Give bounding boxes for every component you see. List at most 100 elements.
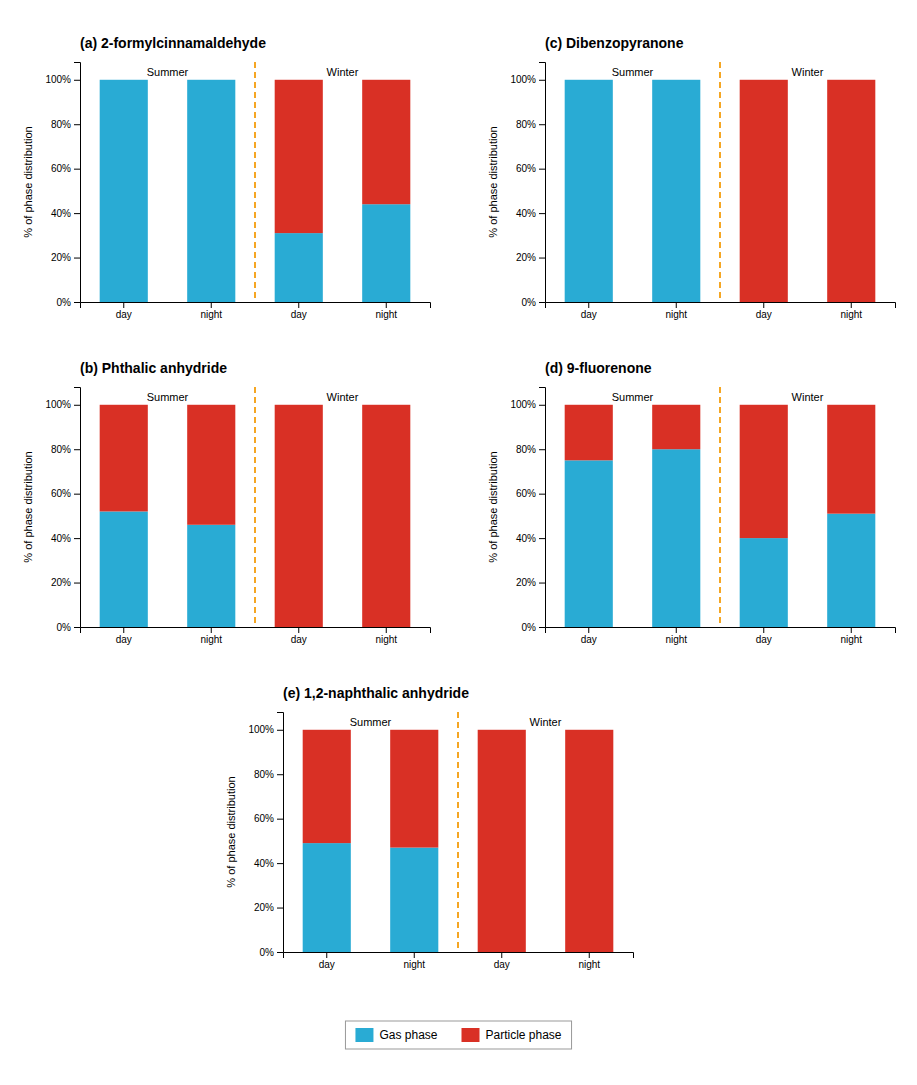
tick-label: night	[375, 634, 397, 645]
annotation: Summer	[612, 66, 654, 78]
panel: SummerWinterdaynightdaynight0%20%40%60%8…	[22, 360, 431, 645]
tick-label: day	[291, 634, 307, 645]
tick-mark	[539, 538, 545, 539]
tick-mark	[74, 258, 80, 259]
tick-mark	[539, 449, 545, 450]
tick-label: 80%	[516, 444, 536, 455]
tick-label: day	[581, 309, 597, 320]
tick-label: 60%	[51, 163, 71, 174]
tick-mark	[74, 405, 80, 406]
annotation: Winter	[792, 66, 824, 78]
tick: day	[116, 302, 132, 320]
tick: night	[200, 627, 222, 645]
tick: night	[375, 302, 397, 320]
bar	[275, 405, 323, 627]
bar	[827, 80, 875, 302]
tick-label: night	[403, 959, 425, 970]
bar	[652, 405, 700, 449]
tick-mark	[539, 494, 545, 495]
tick-label: 100%	[510, 74, 536, 85]
panel: SummerWinterdaynightdaynight0%20%40%60%8…	[487, 35, 896, 320]
tick: 100%	[248, 724, 283, 735]
series	[100, 511, 236, 627]
tick-mark	[298, 627, 299, 633]
y-axis: 0%20%40%60%80%100%	[45, 388, 80, 633]
tick-mark	[539, 80, 545, 81]
tick-label: night	[840, 634, 862, 645]
tick-label: 40%	[51, 208, 71, 219]
bar	[187, 80, 235, 302]
series	[740, 80, 876, 302]
bar	[187, 405, 235, 525]
title: (e) 1,2-naphthalic anhydride	[283, 685, 469, 701]
x-axis: daynightdaynight	[546, 302, 896, 320]
axis-line	[284, 953, 634, 959]
bar	[478, 730, 526, 952]
tick-mark	[74, 627, 80, 628]
tick: day	[581, 302, 597, 320]
axis-line	[277, 713, 284, 953]
tick: 20%	[516, 252, 545, 263]
tick: 80%	[51, 119, 80, 130]
tick: day	[494, 952, 510, 970]
tick-mark	[74, 80, 80, 81]
tick-label: day	[756, 634, 772, 645]
bar	[740, 538, 788, 627]
annotation: Winter	[327, 66, 359, 78]
bar	[100, 405, 148, 512]
tick: 100%	[45, 399, 80, 410]
tick: 40%	[51, 208, 80, 219]
tick-mark	[298, 302, 299, 308]
tick-mark	[676, 302, 677, 308]
y-axis: 0%20%40%60%80%100%	[510, 388, 545, 633]
tick-label: 80%	[51, 119, 71, 130]
tick-label: 60%	[254, 813, 274, 824]
tick-label: 40%	[516, 533, 536, 544]
tick-mark	[74, 302, 80, 303]
tick-mark	[386, 627, 387, 633]
tick-mark	[211, 627, 212, 633]
tick: 60%	[254, 813, 283, 824]
axis-line	[546, 303, 896, 309]
tick: 60%	[516, 163, 545, 174]
separator	[457, 712, 459, 952]
bar	[275, 233, 323, 302]
tick-label: 0%	[57, 297, 72, 308]
tick-label: day	[756, 309, 772, 320]
tick-mark	[539, 627, 545, 628]
tick: 100%	[510, 399, 545, 410]
tick-mark	[277, 952, 283, 953]
tick-label: night	[665, 634, 687, 645]
tick-mark	[539, 258, 545, 259]
bar	[303, 843, 351, 952]
series	[275, 80, 411, 233]
tick-mark	[539, 124, 545, 125]
panel: SummerWinterdaynightdaynight0%20%40%60%8…	[225, 685, 634, 970]
tick-label: 40%	[254, 858, 274, 869]
tick-mark	[74, 494, 80, 495]
axis-title: % of phase distribution	[22, 451, 34, 562]
x-axis: daynightdaynight	[81, 627, 431, 645]
tick-mark	[277, 819, 283, 820]
tick-label: 40%	[516, 208, 536, 219]
tick: night	[840, 302, 862, 320]
tick: 40%	[516, 208, 545, 219]
tick-mark	[539, 302, 545, 303]
axis-line	[81, 303, 431, 309]
tick-label: 20%	[51, 577, 71, 588]
tick-label: 100%	[248, 724, 274, 735]
axis-line	[74, 388, 81, 628]
tick-label: 100%	[510, 399, 536, 410]
series	[303, 843, 439, 952]
bar	[362, 204, 410, 302]
separator	[719, 62, 721, 302]
tick-mark	[74, 449, 80, 450]
legend-label: Particle phase	[486, 1028, 562, 1042]
tick-label: 20%	[51, 252, 71, 263]
tick-label: night	[200, 309, 222, 320]
title: (a) 2-formylcinnamaldehyde	[80, 35, 266, 51]
tick-mark	[588, 627, 589, 633]
tick: 0%	[57, 622, 80, 633]
bar	[652, 79, 700, 80]
legend: Gas phaseParticle phase	[345, 1021, 571, 1049]
